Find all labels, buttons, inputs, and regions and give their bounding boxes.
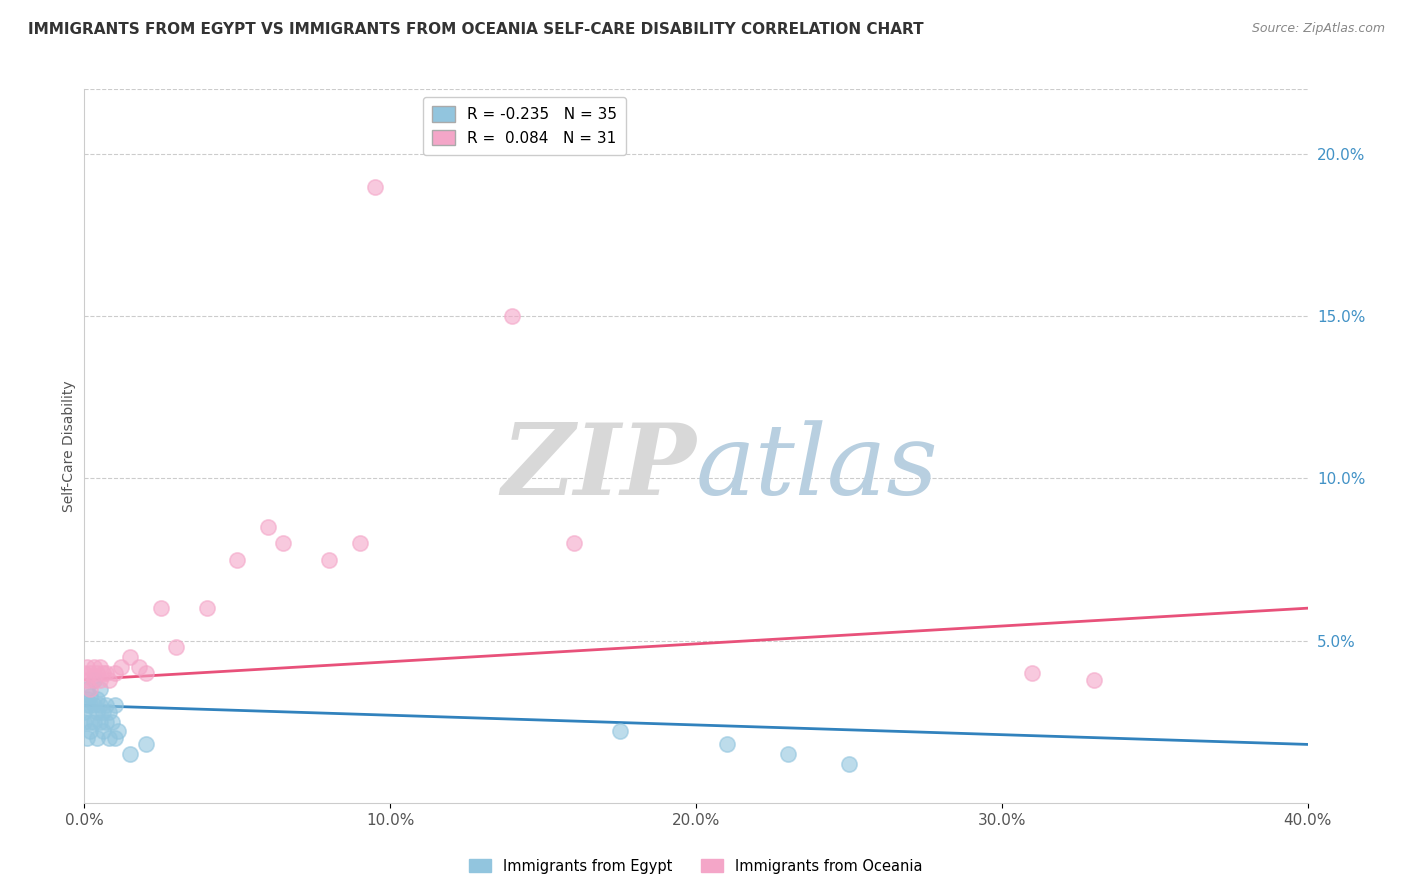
Point bbox=[1021, 666, 1043, 681]
Point bbox=[76, 659, 98, 673]
Point bbox=[86, 731, 108, 745]
Point bbox=[89, 673, 111, 687]
Point bbox=[226, 552, 249, 566]
Point bbox=[89, 682, 111, 697]
Point bbox=[609, 724, 631, 739]
Point bbox=[776, 747, 799, 761]
Text: IMMIGRANTS FROM EGYPT VS IMMIGRANTS FROM OCEANIA SELF-CARE DISABILITY CORRELATIO: IMMIGRANTS FROM EGYPT VS IMMIGRANTS FROM… bbox=[28, 22, 924, 37]
Point bbox=[76, 698, 98, 713]
Point bbox=[97, 731, 120, 745]
Point bbox=[83, 673, 105, 687]
Text: atlas: atlas bbox=[696, 420, 939, 515]
Point bbox=[97, 673, 120, 687]
Point bbox=[110, 659, 132, 673]
Point bbox=[502, 310, 524, 324]
Point bbox=[83, 698, 105, 713]
Point bbox=[128, 659, 150, 673]
Point bbox=[86, 692, 108, 706]
Point bbox=[104, 731, 127, 745]
Point bbox=[318, 552, 340, 566]
Point bbox=[107, 724, 129, 739]
Point bbox=[349, 536, 371, 550]
Point bbox=[83, 673, 105, 687]
Point bbox=[562, 536, 585, 550]
Point bbox=[89, 659, 111, 673]
Point bbox=[83, 714, 105, 729]
Legend: Immigrants from Egypt, Immigrants from Oceania: Immigrants from Egypt, Immigrants from O… bbox=[463, 852, 929, 881]
Point bbox=[79, 689, 101, 703]
Point bbox=[364, 179, 387, 194]
Text: ZIP: ZIP bbox=[501, 419, 696, 516]
Point bbox=[73, 714, 96, 729]
Point bbox=[76, 692, 98, 706]
Point bbox=[104, 698, 127, 713]
Point bbox=[76, 673, 98, 687]
Point bbox=[257, 520, 280, 534]
Point bbox=[120, 649, 142, 664]
Point bbox=[104, 666, 127, 681]
Point bbox=[91, 724, 114, 739]
Point bbox=[120, 747, 142, 761]
Point bbox=[271, 536, 294, 550]
Text: Source: ZipAtlas.com: Source: ZipAtlas.com bbox=[1251, 22, 1385, 36]
Point bbox=[91, 705, 114, 719]
Point bbox=[149, 601, 172, 615]
Point bbox=[94, 698, 117, 713]
Point bbox=[73, 705, 96, 719]
Point bbox=[135, 666, 157, 681]
Point bbox=[76, 682, 98, 697]
Point bbox=[91, 666, 114, 681]
Point bbox=[76, 731, 98, 745]
Point bbox=[79, 724, 101, 739]
Point bbox=[94, 666, 117, 681]
Point bbox=[89, 714, 111, 729]
Point bbox=[73, 666, 96, 681]
Point bbox=[135, 738, 157, 752]
Y-axis label: Self-Care Disability: Self-Care Disability bbox=[62, 380, 76, 512]
Point bbox=[165, 640, 187, 654]
Point bbox=[79, 714, 101, 729]
Point bbox=[716, 738, 738, 752]
Point bbox=[83, 659, 105, 673]
Point bbox=[79, 666, 101, 681]
Point bbox=[94, 714, 117, 729]
Point bbox=[101, 714, 124, 729]
Point bbox=[79, 682, 101, 697]
Point bbox=[79, 698, 101, 713]
Point bbox=[1083, 673, 1105, 687]
Point bbox=[86, 705, 108, 719]
Point bbox=[89, 698, 111, 713]
Point bbox=[195, 601, 218, 615]
Point bbox=[86, 666, 108, 681]
Point bbox=[838, 756, 860, 771]
Point bbox=[97, 705, 120, 719]
